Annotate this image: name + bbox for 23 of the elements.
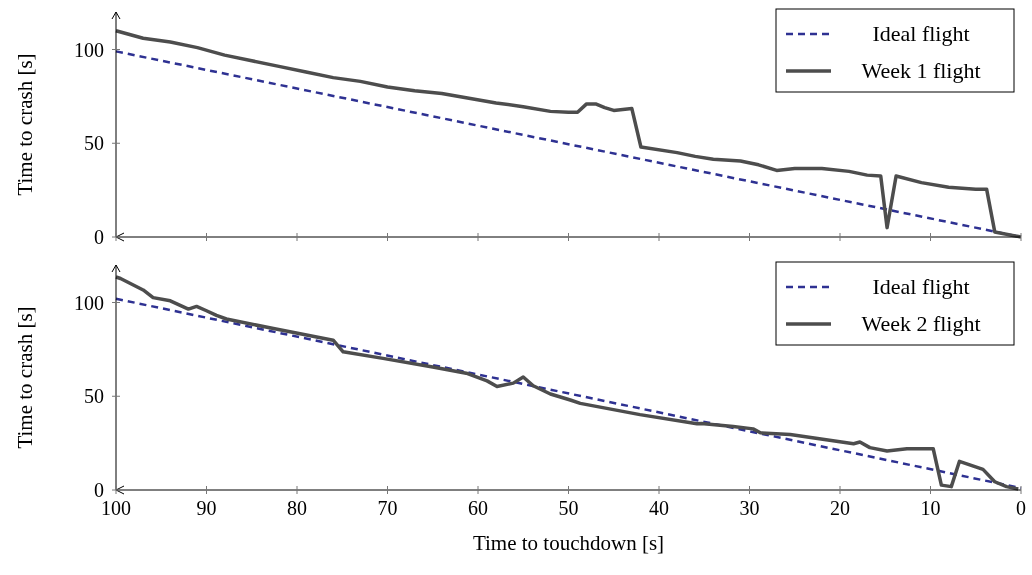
x-tick-label: 50 [558, 497, 579, 519]
y-tick-label: 100 [74, 291, 104, 314]
y-tick-label: 50 [84, 132, 104, 155]
y-tick-label: 50 [84, 385, 104, 408]
x-tick-label: 10 [920, 497, 941, 519]
y-tick-label: 0 [94, 479, 104, 501]
y-axis-title: Time to crash [s] [13, 53, 37, 196]
y-tick-label: 100 [74, 38, 104, 61]
y-tick-label: 0 [94, 226, 104, 248]
legend-label: Week 1 flight [861, 58, 981, 83]
x-tick-label: 90 [196, 497, 217, 519]
legend-label: Week 2 flight [861, 311, 981, 336]
legend-label: Ideal flight [872, 21, 970, 46]
y-axis-title: Time to crash [s] [13, 306, 37, 449]
x-tick-label: 30 [739, 497, 760, 519]
x-tick-label: 20 [830, 497, 850, 519]
x-tick-label: 40 [649, 497, 669, 519]
x-axis-title: Time to touchdown [s] [472, 531, 665, 555]
x-tick-label: 80 [287, 497, 307, 519]
legend-label: Ideal flight [872, 274, 970, 299]
x-tick-label: 60 [468, 497, 488, 519]
x-tick-label: 70 [377, 497, 398, 519]
x-tick-label: 0 [1016, 497, 1026, 519]
